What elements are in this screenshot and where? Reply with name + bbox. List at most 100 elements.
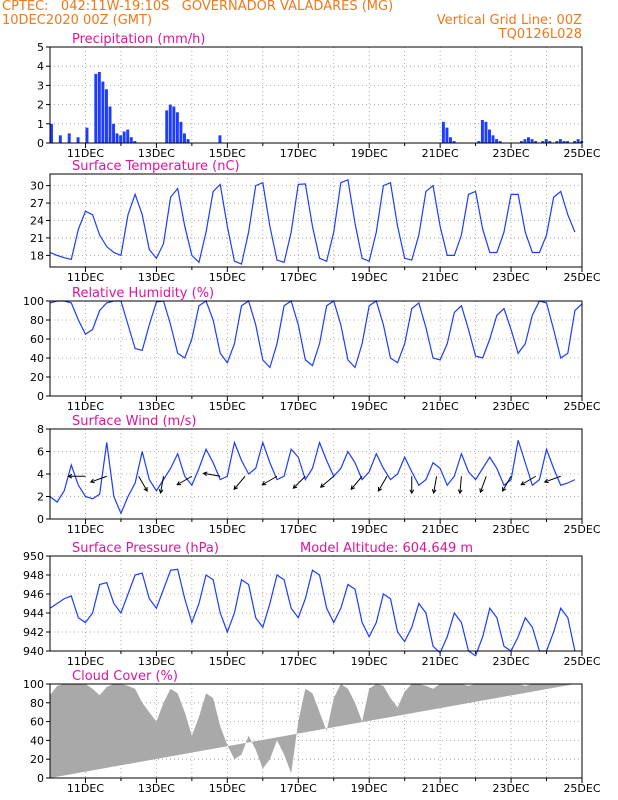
precip-bar (186, 139, 190, 143)
precip-bar (544, 139, 548, 143)
x-tick-label: 21DEC (422, 400, 459, 413)
x-tick-label: 13DEC (138, 147, 175, 160)
precip-bar (495, 139, 499, 143)
y-tick-label: 4 (37, 468, 44, 481)
x-tick-label: 17DEC (280, 400, 317, 413)
x-tick-label: 13DEC (138, 271, 175, 284)
panel-frame (49, 555, 583, 652)
y-tick-label: 950 (23, 550, 44, 563)
x-tick-label: 15DEC (209, 400, 246, 413)
wind-vector-head (292, 484, 298, 490)
precip-bar (477, 141, 481, 143)
precip-bar (527, 137, 530, 143)
x-tick-label: 25DEC (563, 147, 600, 160)
wind-vector-head (350, 485, 356, 491)
y-tick-label: 27 (30, 197, 44, 210)
y-tick-label: 0 (37, 390, 44, 403)
wind-vector-shaft (479, 476, 487, 493)
wind-vector-head (158, 489, 164, 495)
wind-vector-shaft (176, 475, 193, 486)
panel-annotation: Model Altitude: 604.649 m (300, 541, 473, 556)
precip-bar (50, 123, 53, 143)
wind-vector-shaft (520, 475, 537, 486)
y-tick-label: 20 (30, 753, 44, 766)
precip-bar (519, 141, 523, 143)
station-title: CPTEC: 042:11W-19:10S GOVERNADOR VALADAR… (2, 0, 394, 14)
x-tick-label: 15DEC (209, 782, 246, 795)
panel-frame (49, 300, 583, 397)
precip-bar (112, 123, 116, 143)
precip-bar (58, 135, 62, 143)
wind-vector-shaft (262, 475, 278, 486)
y-tick-label: 6 (37, 446, 44, 459)
x-tick-label: 15DEC (209, 271, 246, 284)
x-tick-label: 21DEC (422, 271, 459, 284)
precip-bar (119, 135, 123, 143)
precip-bar (165, 110, 169, 143)
precip-bar (491, 135, 495, 143)
x-tick-label: 11DEC (67, 523, 104, 536)
x-tick-label: 25DEC (563, 523, 600, 536)
wind-vector-head (377, 486, 383, 492)
x-tick-label: 15DEC (209, 147, 246, 160)
panel-precipitation: 0 1 2 3 4 5 11DEC 13DEC 15DEC 17DEC 19DEC 21DEC 23DE… (37, 32, 601, 160)
precip-bar (534, 141, 538, 143)
wind-vector-shaft (350, 475, 363, 490)
precip-bar (108, 106, 112, 143)
panel-pressure: 940 942 944 946 948 950 11DEC 13DEC 15DEC 17DEC 19… (23, 541, 601, 668)
precip-bar (168, 104, 172, 143)
precip-bar (562, 141, 566, 143)
x-tick-label: 19DEC (351, 271, 388, 284)
wind-vector-shaft (90, 475, 107, 483)
panel-title: Cloud Cover (%) (72, 669, 178, 684)
precip-bar (523, 139, 527, 143)
humidity-line (49, 300, 583, 369)
y-tick-label: 100 (23, 678, 44, 691)
panel-title: Precipitation (mm/h) (72, 32, 205, 47)
panel-humidity: 0 20 40 60 80 100 11DEC 13DEC 15DEC 17DEC 19DEC 21D… (23, 286, 601, 413)
wind-vector-shaft (233, 475, 246, 490)
wind-vector-shaft (320, 475, 335, 488)
precip-bar (558, 139, 562, 143)
x-tick-label: 13DEC (138, 523, 175, 536)
precip-bar (484, 121, 488, 143)
precip-bar (97, 71, 101, 143)
y-tick-label: 3 (37, 79, 44, 92)
y-tick-label: 20 (30, 371, 44, 384)
wind-vector-shaft (433, 476, 438, 494)
precip-bar (76, 137, 80, 143)
x-tick-label: 11DEC (67, 655, 104, 668)
wind-vector-shaft (292, 475, 306, 489)
precip-bar (172, 106, 176, 143)
x-tick-label: 25DEC (563, 271, 600, 284)
panel-title: Surface Pressure (hPa) (72, 541, 219, 556)
wind-vector-head (89, 478, 95, 484)
x-tick-label: 13DEC (138, 400, 175, 413)
x-tick-label: 13DEC (138, 782, 175, 795)
precip-bar (115, 133, 119, 143)
wind-vector-head (202, 471, 208, 477)
precip-bar (445, 127, 449, 143)
x-tick-label: 11DEC (67, 147, 104, 160)
precip-bar (548, 141, 552, 143)
y-tick-label: 80 (30, 697, 44, 710)
precip-bar (480, 119, 484, 143)
y-tick-label: 24 (30, 215, 44, 228)
precip-bar (94, 73, 98, 143)
panel-temperature: 18 21 24 27 30 11DEC 13DEC 15DEC 17DEC 19DEC 21DEC… (30, 159, 601, 284)
x-tick-label: 21DEC (422, 523, 459, 536)
precip-bar (452, 141, 456, 143)
model-code: TQ0126L028 (498, 27, 582, 42)
y-tick-label: 18 (30, 249, 44, 262)
precip-bar (441, 121, 445, 143)
y-tick-label: 0 (37, 513, 44, 526)
wind-vector-head (319, 483, 325, 488)
x-tick-label: 17DEC (280, 271, 317, 284)
precip-bar (104, 89, 108, 143)
x-tick-label: 17DEC (280, 147, 317, 160)
wind-vector-head (176, 481, 182, 486)
y-tick-label: 60 (30, 333, 44, 346)
precip-bar (573, 141, 577, 143)
wind-vector-head (143, 486, 148, 492)
